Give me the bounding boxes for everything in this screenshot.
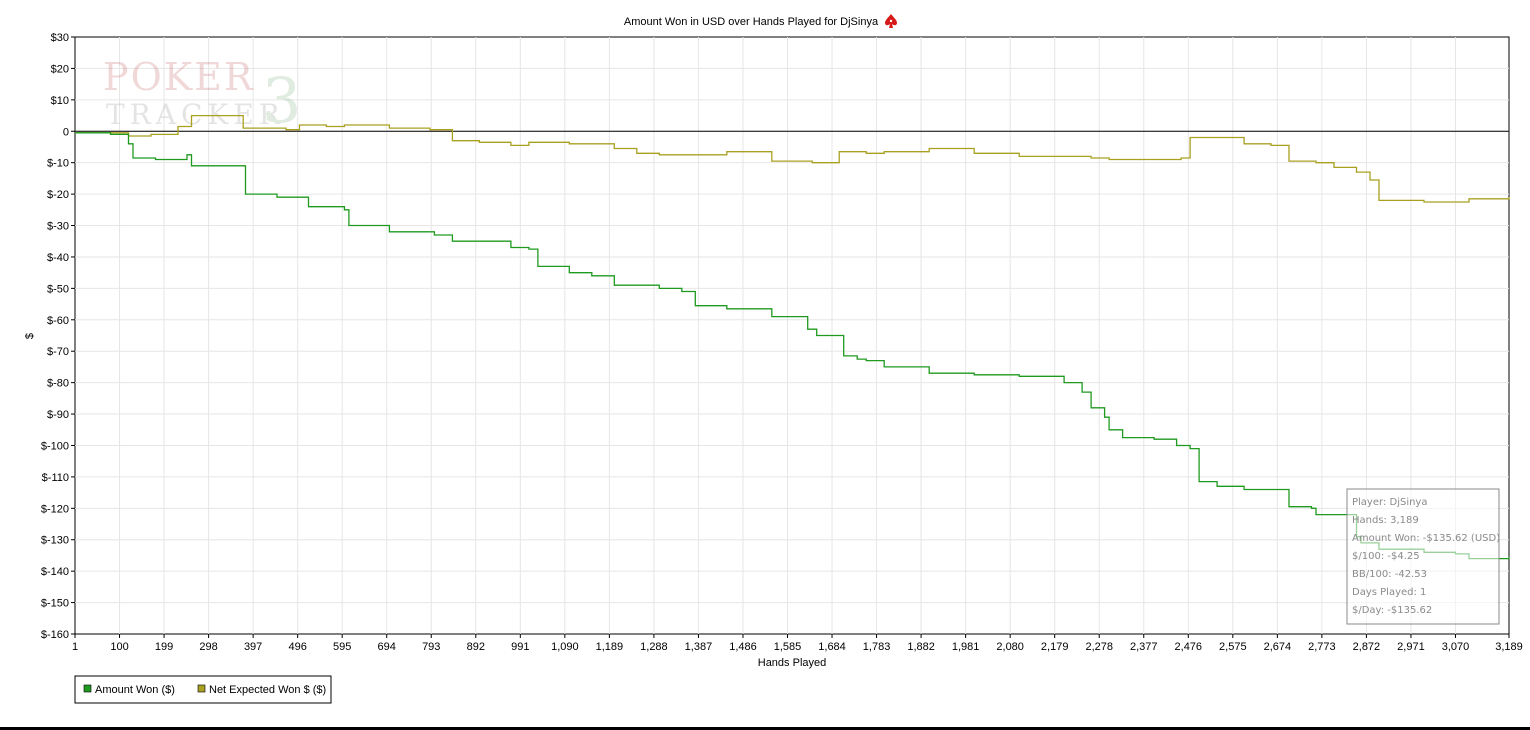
series-line-net-expected xyxy=(75,114,1510,203)
stats-hands: Hands: 3,189 xyxy=(1352,515,1419,526)
y-tick-label: $-70 xyxy=(47,346,69,358)
x-tick-label: 298 xyxy=(199,641,217,653)
legend-swatch-amount-won xyxy=(83,684,92,693)
x-tick-label: 793 xyxy=(422,641,440,653)
x-tick-label: 2,575 xyxy=(1219,641,1247,653)
x-tick-label: 2,773 xyxy=(1308,641,1336,653)
y-tick-label: $-60 xyxy=(47,315,69,327)
legend-swatch-net-expected xyxy=(197,684,206,693)
plot-area xyxy=(74,36,1510,635)
stats-per-day: $/Day: -$135.62 xyxy=(1352,605,1432,616)
legend-label-net-expected: Net Expected Won $ ($) xyxy=(209,684,326,696)
x-tick-label: 2,377 xyxy=(1130,641,1158,653)
y-tick-label: 0 xyxy=(63,126,69,138)
x-tick-label: 1,882 xyxy=(907,641,935,653)
y-tick-label: $-140 xyxy=(41,566,69,578)
x-tick-label: 1,486 xyxy=(729,641,757,653)
y-axis-label: $ xyxy=(24,333,36,339)
stats-bb-per-100: BB/100: -42.53 xyxy=(1352,569,1427,580)
x-tick-label: 2,872 xyxy=(1353,641,1381,653)
y-tick-label: $-110 xyxy=(42,472,69,484)
chart-title: Amount Won in USD over Hands Played for … xyxy=(624,16,879,28)
x-tick-label: 1,189 xyxy=(596,641,624,653)
x-tick-label: 1 xyxy=(72,641,78,653)
x-tick-label: 2,476 xyxy=(1175,641,1203,653)
x-tick-label: 991 xyxy=(511,641,529,653)
x-tick-label: 2,080 xyxy=(996,641,1024,653)
y-tick-label: $-160 xyxy=(41,629,69,641)
y-tick-label: $-20 xyxy=(47,189,69,201)
x-axis-ticks: 1 100 199 298 397 496 595 694 793 892 991 1,090 1,18… xyxy=(72,634,1523,653)
x-tick-label: 2,971 xyxy=(1397,641,1425,653)
x-tick-label: 2,179 xyxy=(1041,641,1069,653)
x-tick-label: 100 xyxy=(110,641,128,653)
y-axis-ticks: $30 $20 $10 0 $-10 $-20 $-30 $-40 $-50 $-60 $-70 $-… xyxy=(41,32,75,641)
y-tick-label: $-130 xyxy=(41,535,69,547)
x-tick-label: 892 xyxy=(467,641,485,653)
x-axis-label: Hands Played xyxy=(758,657,827,669)
y-tick-label: $-50 xyxy=(47,283,69,295)
stats-amount-won: Amount Won: -$135.62 (USD) xyxy=(1352,533,1500,544)
x-tick-label: 2,278 xyxy=(1085,641,1113,653)
x-tick-label: 1,090 xyxy=(551,641,579,653)
x-tick-label: 1,585 xyxy=(774,641,802,653)
svg-text:POKER: POKER xyxy=(103,55,254,99)
y-tick-label: $30 xyxy=(51,32,69,44)
y-tick-label: $20 xyxy=(51,63,69,75)
svg-text:TRACKER: TRACKER xyxy=(106,98,285,131)
x-tick-label: 3,070 xyxy=(1442,641,1470,653)
y-tick-label: $-90 xyxy=(47,409,69,421)
y-tick-label: $-10 xyxy=(47,158,69,170)
y-tick-label: $-30 xyxy=(47,221,69,233)
stats-box: Player: DjSinya Hands: 3,189 Amount Won:… xyxy=(1346,488,1500,625)
svg-text:3: 3 xyxy=(262,64,301,137)
x-tick-label: 2,674 xyxy=(1264,641,1292,653)
y-tick-label: $-80 xyxy=(47,378,69,390)
stats-player: Player: DjSinya xyxy=(1352,497,1427,508)
spade-icon xyxy=(885,14,897,28)
series-lines xyxy=(75,114,1510,560)
watermark-logo: POKER TRACKER 3 xyxy=(103,55,301,137)
legend-label-amount-won: Amount Won ($) xyxy=(95,684,175,696)
x-tick-label: 496 xyxy=(288,641,306,653)
x-tick-label: 1,387 xyxy=(685,641,713,653)
y-tick-label: $-120 xyxy=(41,503,69,515)
bottom-border xyxy=(0,727,1530,730)
x-tick-label: 397 xyxy=(244,641,262,653)
stats-per-100: $/100: -$4.25 xyxy=(1352,551,1420,562)
y-tick-label: $-100 xyxy=(41,440,69,452)
y-tick-label: $-40 xyxy=(47,252,69,264)
x-tick-label: 595 xyxy=(333,641,351,653)
y-tick-label: $10 xyxy=(51,95,69,107)
x-tick-label: 1,288 xyxy=(640,641,668,653)
x-tick-label: 1,684 xyxy=(818,641,846,653)
x-tick-label: 694 xyxy=(378,641,396,653)
x-tick-label: 3,189 xyxy=(1495,641,1523,653)
series-line-amount-won xyxy=(75,132,1510,560)
legend: Amount Won ($) Net Expected Won $ ($) xyxy=(74,675,332,704)
x-tick-label: 1,783 xyxy=(863,641,891,653)
stats-days-played: Days Played: 1 xyxy=(1352,587,1426,598)
x-tick-label: 199 xyxy=(155,641,173,653)
x-tick-label: 1,981 xyxy=(952,641,980,653)
y-tick-label: $-150 xyxy=(41,598,69,610)
